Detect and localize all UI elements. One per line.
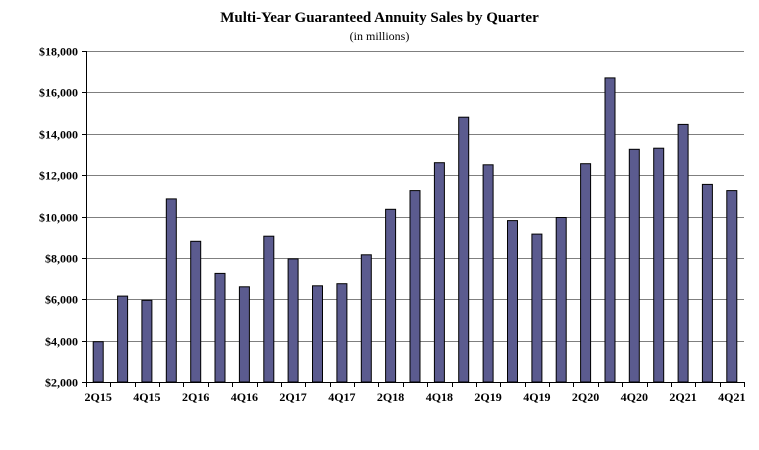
y-tick-label: $16,000 [39, 86, 78, 100]
x-tick-label: 4Q17 [328, 390, 355, 404]
x-tick-label: 2Q18 [377, 390, 404, 404]
bar-4Q16 [238, 286, 250, 383]
bar-3Q19 [507, 220, 518, 383]
bar-3Q16 [214, 272, 226, 383]
bar-2Q16 [190, 240, 202, 383]
bar-3Q17 [312, 285, 323, 383]
x-tick-label: 4Q15 [133, 390, 160, 404]
bar-2Q19 [482, 164, 494, 383]
axes [86, 51, 744, 383]
bar-1Q16 [165, 198, 177, 383]
x-tick-label: 4Q16 [231, 390, 258, 404]
x-tick-label: 2Q21 [669, 390, 696, 404]
bar-2Q18 [385, 208, 397, 383]
bar-4Q21 [726, 190, 738, 383]
bar-4Q20 [628, 148, 640, 383]
bar-1Q18 [360, 254, 372, 383]
y-tick-label: $6,000 [45, 293, 78, 307]
y-tick-label: $14,000 [39, 128, 78, 142]
x-tick-label: 4Q20 [621, 390, 648, 404]
y-tick-label: $18,000 [39, 45, 78, 59]
bar-2Q21 [677, 123, 689, 383]
bar-1Q17 [263, 235, 275, 383]
x-tick-label: 4Q18 [426, 390, 453, 404]
bar-4Q18 [433, 162, 445, 383]
bars [92, 77, 738, 383]
bar-2Q17 [287, 258, 299, 383]
x-tick-label: 2Q19 [474, 390, 501, 404]
x-tick-label: 2Q20 [572, 390, 599, 404]
x-tick-label: 2Q15 [85, 390, 112, 404]
bar-3Q21 [701, 183, 713, 383]
bar-2Q20 [580, 163, 592, 383]
bar-3Q15 [117, 295, 129, 383]
chart-subtitle: (in millions) [349, 29, 410, 43]
x-tick-label: 4Q21 [718, 390, 745, 404]
bar-1Q19 [458, 116, 470, 383]
bar-4Q19 [531, 233, 543, 383]
bar-2Q15 [92, 341, 104, 383]
y-axis-ticks: $2,000 $4,000 $6,000 $8,000 $10,000 $12,000 $1… [39, 45, 86, 390]
bar-3Q20 [604, 77, 616, 383]
y-tick-label: $4,000 [45, 335, 78, 349]
y-tick-label: $2,000 [45, 376, 78, 390]
x-axis-ticks: 2Q15 4Q15 2Q16 4Q16 2Q17 4Q17 2Q18 4Q18 2Q19 4Q19… [85, 382, 745, 404]
x-tick-label: 2Q16 [182, 390, 209, 404]
y-tick-label: $12,000 [39, 169, 78, 183]
bar-3Q18 [409, 190, 421, 383]
y-tick-label: $10,000 [39, 211, 78, 225]
bar-1Q20 [555, 217, 567, 383]
chart-title: Multi-Year Guaranteed Annuity Sales by Q… [220, 10, 539, 26]
bar-1Q21 [653, 147, 665, 383]
y-tick-label: $8,000 [45, 252, 78, 266]
bar-4Q17 [336, 283, 348, 383]
bar-4Q15 [141, 299, 153, 383]
x-tick-label: 2Q17 [279, 390, 306, 404]
x-tick-label: 4Q19 [523, 390, 550, 404]
